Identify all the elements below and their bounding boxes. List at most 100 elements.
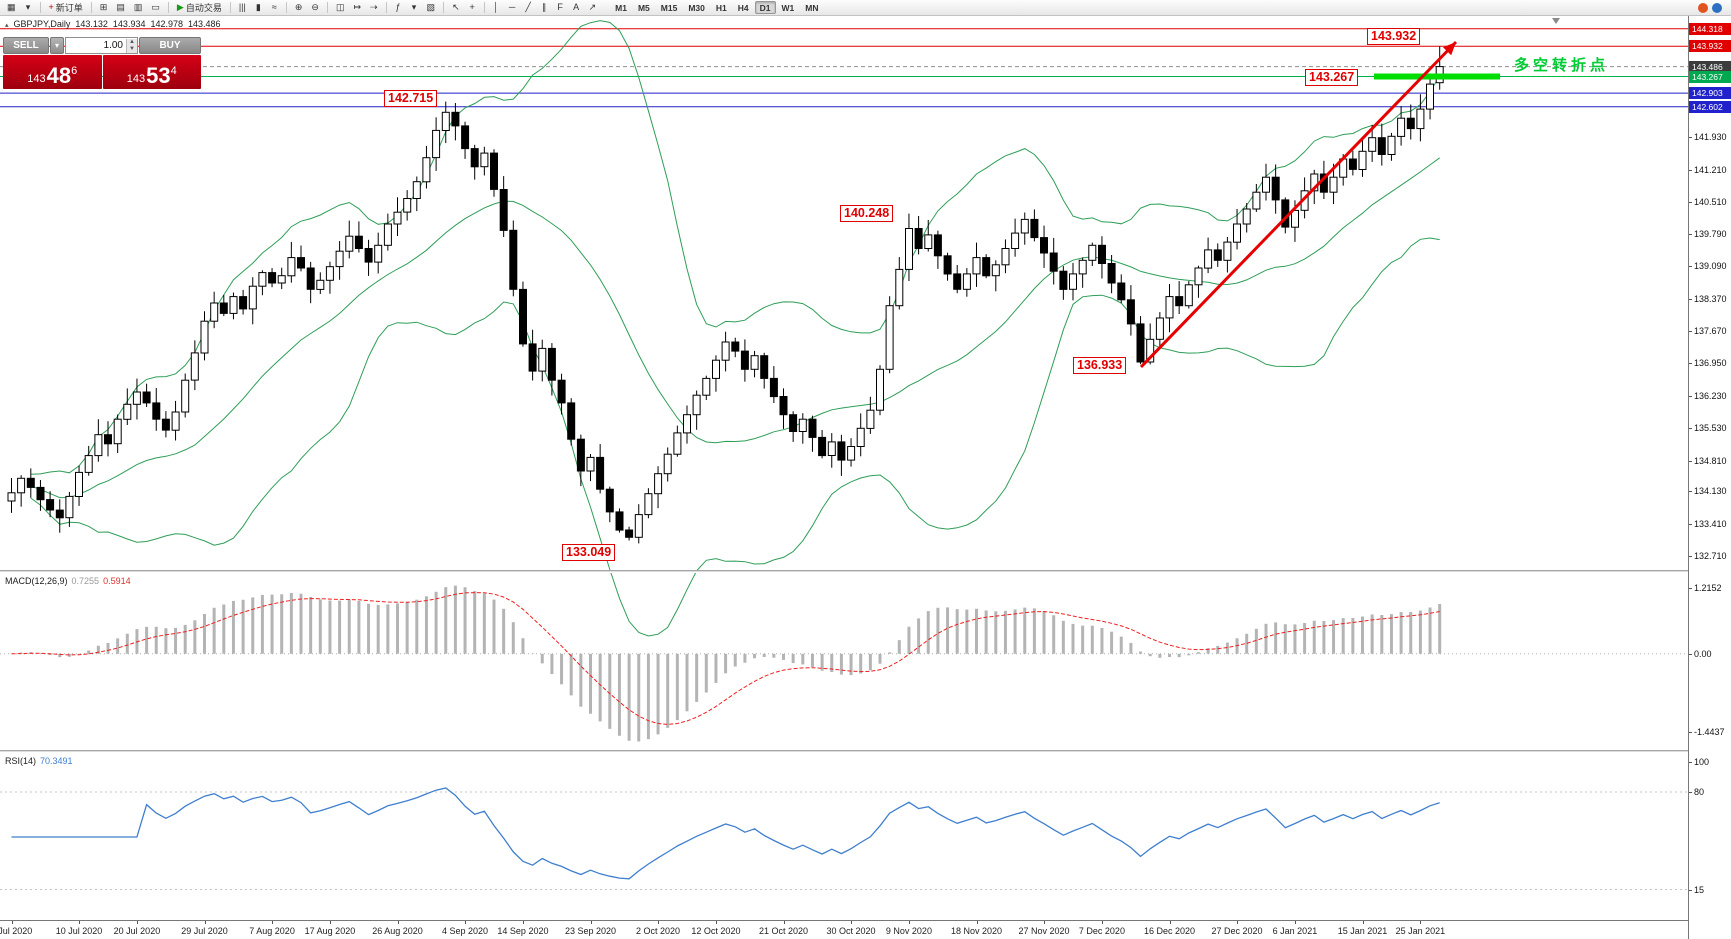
trade-options-dropdown[interactable]: ▾ bbox=[50, 37, 64, 54]
timeframe-mn-button[interactable]: MN bbox=[805, 3, 819, 13]
candle-chart-mode-button[interactable]: ▮ bbox=[251, 1, 266, 15]
terminal-button[interactable]: ▭ bbox=[147, 1, 164, 15]
date-label: 2 Oct 2020 bbox=[636, 926, 681, 936]
arrows-button[interactable]: ↗ bbox=[585, 1, 601, 15]
time-scale[interactable]: 1 Jul 2020 10 Jul 2020 20 Jul 2020 29 Jul 2… bbox=[0, 920, 1688, 939]
date-tick bbox=[329, 921, 331, 924]
timeframe-m1-button[interactable]: M1 bbox=[615, 3, 627, 13]
date-tick bbox=[908, 921, 910, 924]
market-watch-button[interactable]: ⊞ bbox=[96, 1, 112, 15]
buy-price-base: 143 bbox=[126, 73, 146, 85]
volume-input[interactable]: 1.00 bbox=[103, 40, 123, 51]
chart-shift-button[interactable]: ⇢ bbox=[366, 1, 382, 15]
line-chart-mode-button[interactable]: ≈ bbox=[267, 1, 282, 15]
price-scale-label: 133.410 bbox=[1694, 519, 1727, 530]
price-annotation-label[interactable]: 143.932 bbox=[1367, 28, 1421, 45]
auto-scroll-button[interactable]: ↦ bbox=[349, 1, 365, 15]
rsi-scale-label: 15 bbox=[1694, 884, 1705, 895]
fibonacci-button[interactable]: F bbox=[553, 1, 568, 15]
turning-point-text[interactable]: 多空转折点 bbox=[1514, 54, 1610, 77]
crosshair-button[interactable]: + bbox=[465, 1, 480, 15]
autotrade-button[interactable]: ▶ 自动交易 bbox=[173, 1, 226, 15]
community-icon[interactable] bbox=[1712, 2, 1722, 13]
date-tick bbox=[590, 921, 592, 924]
price-annotation-label[interactable]: 140.248 bbox=[840, 205, 894, 222]
price-annotation-label[interactable]: 133.049 bbox=[562, 544, 616, 561]
data-window-button[interactable]: ▤ bbox=[112, 1, 129, 15]
market-watch-icon: ⊞ bbox=[99, 2, 108, 12]
navigator-button[interactable]: ▥ bbox=[130, 1, 147, 15]
timeframe-d1-button[interactable]: D1 bbox=[754, 1, 776, 14]
date-label: 23 Sep 2020 bbox=[564, 926, 617, 936]
new-order-button[interactable]: + 新订单 bbox=[45, 1, 87, 15]
line-chart-mode-icon: ≈ bbox=[271, 2, 277, 12]
zoom-out-button[interactable]: ⊖ bbox=[307, 1, 323, 15]
timeframe-m30-button[interactable]: M30 bbox=[688, 3, 705, 13]
vertical-line-button[interactable]: │ bbox=[489, 1, 504, 15]
price-annotation-label[interactable]: 136.933 bbox=[1073, 357, 1127, 374]
timeframe-w1-button[interactable]: W1 bbox=[781, 3, 795, 13]
macd-label: MACD(12,26,9) 0.7255 0.5914 bbox=[5, 576, 135, 586]
tile-windows-icon: ◫ bbox=[335, 2, 345, 12]
cursor-button[interactable]: ↖ bbox=[448, 1, 464, 15]
tile-windows-button[interactable]: ◫ bbox=[332, 1, 349, 15]
buy-price-point: 4 bbox=[170, 65, 177, 77]
date-label: 7 Dec 2020 bbox=[1078, 926, 1125, 936]
news-icon[interactable] bbox=[1698, 2, 1708, 13]
volume-up-icon[interactable]: ▲ bbox=[127, 38, 137, 46]
trade-controls-row: SELL ▾ 1.00 ▲ ▼ BUY bbox=[3, 37, 201, 54]
horizontal-line-button[interactable]: ─ bbox=[505, 1, 520, 15]
trade-prices-row: 143 48 6 143 53 4 bbox=[3, 55, 201, 89]
price-annotation-label[interactable]: 142.715 bbox=[384, 90, 438, 107]
trendline-icon: ╱ bbox=[525, 2, 531, 12]
timeframe-m5-button[interactable]: M5 bbox=[637, 3, 650, 13]
macd-panel-separator[interactable] bbox=[0, 570, 1688, 573]
timeframe-h1-button[interactable]: H1 bbox=[715, 3, 727, 13]
channel-button[interactable]: ∥ bbox=[537, 1, 552, 15]
arrows-icon: ↗ bbox=[588, 2, 597, 12]
price-tag: 143.486 bbox=[1689, 60, 1731, 73]
indicators-button[interactable]: ƒ bbox=[391, 1, 406, 15]
date-label: 9 Nov 2020 bbox=[885, 926, 932, 936]
buy-button[interactable]: BUY bbox=[139, 37, 201, 54]
price-scale-label: 136.950 bbox=[1694, 358, 1727, 369]
timeframe-h4-button[interactable]: H4 bbox=[737, 3, 749, 13]
toolbar-separator bbox=[167, 2, 169, 13]
toolbar-separator bbox=[285, 2, 287, 13]
scale-tick bbox=[1689, 427, 1692, 429]
scale-tick bbox=[1689, 298, 1692, 300]
price-annotation-label[interactable]: 143.267 bbox=[1305, 69, 1359, 86]
chart-shift-marker[interactable] bbox=[1552, 18, 1560, 24]
bar-chart-mode-button[interactable]: ||| bbox=[235, 1, 250, 15]
channel-icon: ∥ bbox=[541, 2, 547, 12]
toolbar-separator bbox=[90, 2, 92, 13]
text-button[interactable]: A bbox=[569, 1, 584, 15]
macd-scale-label: -1.4437 bbox=[1694, 727, 1725, 738]
toolbar: ▦ ▾ + 新订单 ⊞ ▤ ▥ ▭ ▶ 自动交易 ||| ▮ ≈ ⊕ ⊖ ◫ ↦ ⇢ ƒ ▾ ▧ ↖ + │ ─ ╱ ∥ F A ↗ M1… bbox=[0, 0, 1731, 16]
scale-tick bbox=[1689, 169, 1692, 171]
periods-button[interactable]: ▾ bbox=[407, 1, 422, 15]
scale-tick bbox=[1689, 234, 1692, 236]
chart-list-button[interactable]: ▾ bbox=[21, 1, 36, 15]
new-chart-button[interactable]: ▦ bbox=[3, 1, 20, 15]
date-label: 26 Aug 2020 bbox=[372, 926, 423, 936]
trendline-button[interactable]: ╱ bbox=[521, 1, 536, 15]
toolbar-separator bbox=[385, 2, 387, 13]
scale-tick bbox=[1689, 330, 1692, 332]
sell-price-display[interactable]: 143 48 6 bbox=[3, 55, 102, 89]
volume-down-icon[interactable]: ▼ bbox=[127, 45, 137, 53]
price-scale[interactable]: 141.930 141.210 140.510 139.790 139.090 138.3… bbox=[1688, 16, 1731, 939]
buy-price-display[interactable]: 143 53 4 bbox=[102, 55, 201, 89]
rsi-panel-separator[interactable] bbox=[0, 750, 1688, 753]
date-tick bbox=[851, 921, 853, 924]
terminal-icon: ▭ bbox=[151, 2, 160, 12]
zoom-in-button[interactable]: ⊕ bbox=[291, 1, 307, 15]
sell-button[interactable]: SELL bbox=[3, 37, 49, 54]
chart-shift-icon: ⇢ bbox=[370, 2, 378, 12]
timeframe-m15-button[interactable]: M15 bbox=[660, 3, 678, 13]
rsi-value: 70.3491 bbox=[40, 756, 73, 766]
templates-button[interactable]: ▧ bbox=[423, 1, 440, 15]
toolbar-items: ▦ ▾ + 新订单 ⊞ ▤ ▥ ▭ ▶ 自动交易 ||| ▮ ≈ ⊕ ⊖ ◫ ↦ ⇢ ƒ ▾ ▧ ↖ + │ ─ ╱ ∥ F A ↗ bbox=[3, 1, 600, 15]
price-tag: 142.602 bbox=[1689, 100, 1731, 113]
